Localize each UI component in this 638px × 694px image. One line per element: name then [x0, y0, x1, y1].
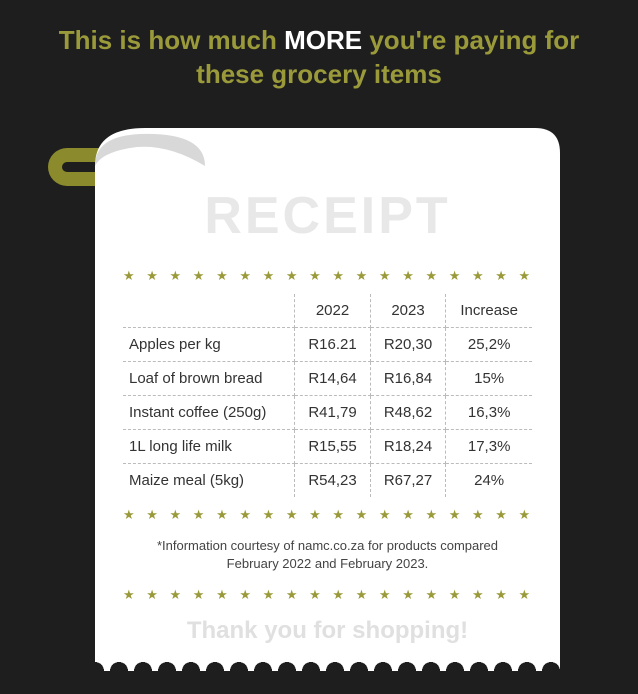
cell-item: Instant coffee (250g): [123, 396, 295, 430]
table-header-row: 2022 2023 Increase: [123, 294, 532, 328]
col-increase: Increase: [446, 294, 532, 328]
cell-2023: R48,62: [370, 396, 446, 430]
table-row: Maize meal (5kg)R54,23R67,2724%: [123, 464, 532, 498]
cell-2022: R16.21: [295, 328, 371, 362]
cell-2023: R20,30: [370, 328, 446, 362]
star-divider: ★ ★ ★ ★ ★ ★ ★ ★ ★ ★ ★ ★ ★ ★ ★ ★ ★ ★ ★ ★ …: [123, 264, 532, 288]
cell-increase: 24%: [446, 464, 532, 498]
cell-item: 1L long life milk: [123, 430, 295, 464]
col-2022: 2022: [295, 294, 371, 328]
cell-2023: R18,24: [370, 430, 446, 464]
receipt-watermark: RECEIPT: [123, 178, 532, 264]
price-table: 2022 2023 Increase Apples per kgR16.21R2…: [123, 294, 532, 497]
cell-2023: R16,84: [370, 362, 446, 396]
cell-increase: 16,3%: [446, 396, 532, 430]
thank-you: Thank you for shopping!: [123, 607, 532, 653]
table-row: 1L long life milkR15,55R18,2417,3%: [123, 430, 532, 464]
cell-2022: R14,64: [295, 362, 371, 396]
receipt-curl-icon: [95, 128, 560, 178]
cell-item: Apples per kg: [123, 328, 295, 362]
cell-2022: R15,55: [295, 430, 371, 464]
cell-2022: R41,79: [295, 396, 371, 430]
cell-increase: 15%: [446, 362, 532, 396]
cell-item: Loaf of brown bread: [123, 362, 295, 396]
footnote: *Information courtesy of namc.co.za for …: [123, 527, 532, 583]
headline-pre: This is how much: [59, 25, 284, 55]
table-row: Apples per kgR16.21R20,3025,2%: [123, 328, 532, 362]
cell-increase: 17,3%: [446, 430, 532, 464]
receipt: RECEIPT ★ ★ ★ ★ ★ ★ ★ ★ ★ ★ ★ ★ ★ ★ ★ ★ …: [95, 128, 560, 671]
star-divider: ★ ★ ★ ★ ★ ★ ★ ★ ★ ★ ★ ★ ★ ★ ★ ★ ★ ★ ★ ★ …: [123, 583, 532, 607]
table-row: Loaf of brown breadR14,64R16,8415%: [123, 362, 532, 396]
cell-2023: R67,27: [370, 464, 446, 498]
cell-increase: 25,2%: [446, 328, 532, 362]
headline-emphasis: MORE: [284, 25, 362, 55]
star-divider: ★ ★ ★ ★ ★ ★ ★ ★ ★ ★ ★ ★ ★ ★ ★ ★ ★ ★ ★ ★ …: [123, 503, 532, 527]
cell-item: Maize meal (5kg): [123, 464, 295, 498]
col-2023: 2023: [370, 294, 446, 328]
table-row: Instant coffee (250g)R41,79R48,6216,3%: [123, 396, 532, 430]
cell-2022: R54,23: [295, 464, 371, 498]
headline: This is how much MORE you're paying for …: [0, 0, 638, 102]
receipt-perforation-icon: [95, 653, 560, 671]
